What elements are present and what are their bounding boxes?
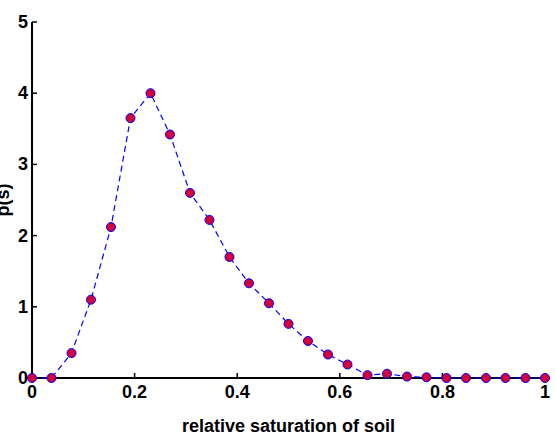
data-point <box>205 215 214 224</box>
data-point <box>403 372 412 381</box>
x-tick <box>134 373 136 378</box>
data-point <box>107 223 116 232</box>
data-point <box>422 373 431 382</box>
y-tick-label: 1 <box>18 297 28 317</box>
x-axis-label: relative saturation of soil <box>182 416 395 436</box>
data-point <box>146 89 155 98</box>
data-point <box>461 374 470 383</box>
x-tick <box>236 373 238 378</box>
y-tick-label: 2 <box>18 226 28 246</box>
data-point <box>303 336 312 345</box>
data-point <box>382 369 391 378</box>
chart: 0 0.2 0.4 0.6 0.8 1 0 1 2 3 4 5 relative saturation … <box>0 0 555 443</box>
data-point <box>541 374 550 383</box>
y-tick <box>32 235 37 237</box>
data-point <box>28 374 37 383</box>
y-tick <box>32 306 37 308</box>
y-tick <box>32 92 37 94</box>
y-axis <box>31 22 33 378</box>
plot-area <box>28 89 550 383</box>
data-point <box>482 374 491 383</box>
series-line <box>32 93 545 378</box>
y-tick <box>32 164 37 166</box>
data-point <box>244 279 253 288</box>
y-tick-label: 3 <box>18 154 28 174</box>
data-point <box>67 349 76 358</box>
data-point <box>324 350 333 359</box>
x-tick-label: 0.6 <box>327 382 352 402</box>
x-tick-label: 0.4 <box>225 382 250 402</box>
data-point <box>284 319 293 328</box>
data-point <box>521 374 530 383</box>
data-point <box>126 114 135 123</box>
data-point <box>86 295 95 304</box>
data-point <box>501 374 510 383</box>
x-tick-label: 0.8 <box>430 382 455 402</box>
data-point <box>47 374 56 383</box>
data-point <box>186 188 195 197</box>
data-point <box>363 371 372 380</box>
data-point <box>165 130 174 139</box>
y-tick-label: 4 <box>18 83 28 103</box>
data-point <box>343 360 352 369</box>
y-tick-label: 0 <box>18 368 28 388</box>
y-axis-label: p(s) <box>0 184 13 217</box>
x-tick-label: 1 <box>540 382 550 402</box>
data-point <box>442 374 451 383</box>
y-tick-label: 5 <box>18 12 28 32</box>
x-tick-label: 0.2 <box>122 382 147 402</box>
data-point <box>225 252 234 261</box>
x-tick-label: 0 <box>27 382 37 402</box>
y-tick <box>32 21 37 23</box>
x-tick <box>339 373 341 378</box>
data-point <box>265 299 274 308</box>
